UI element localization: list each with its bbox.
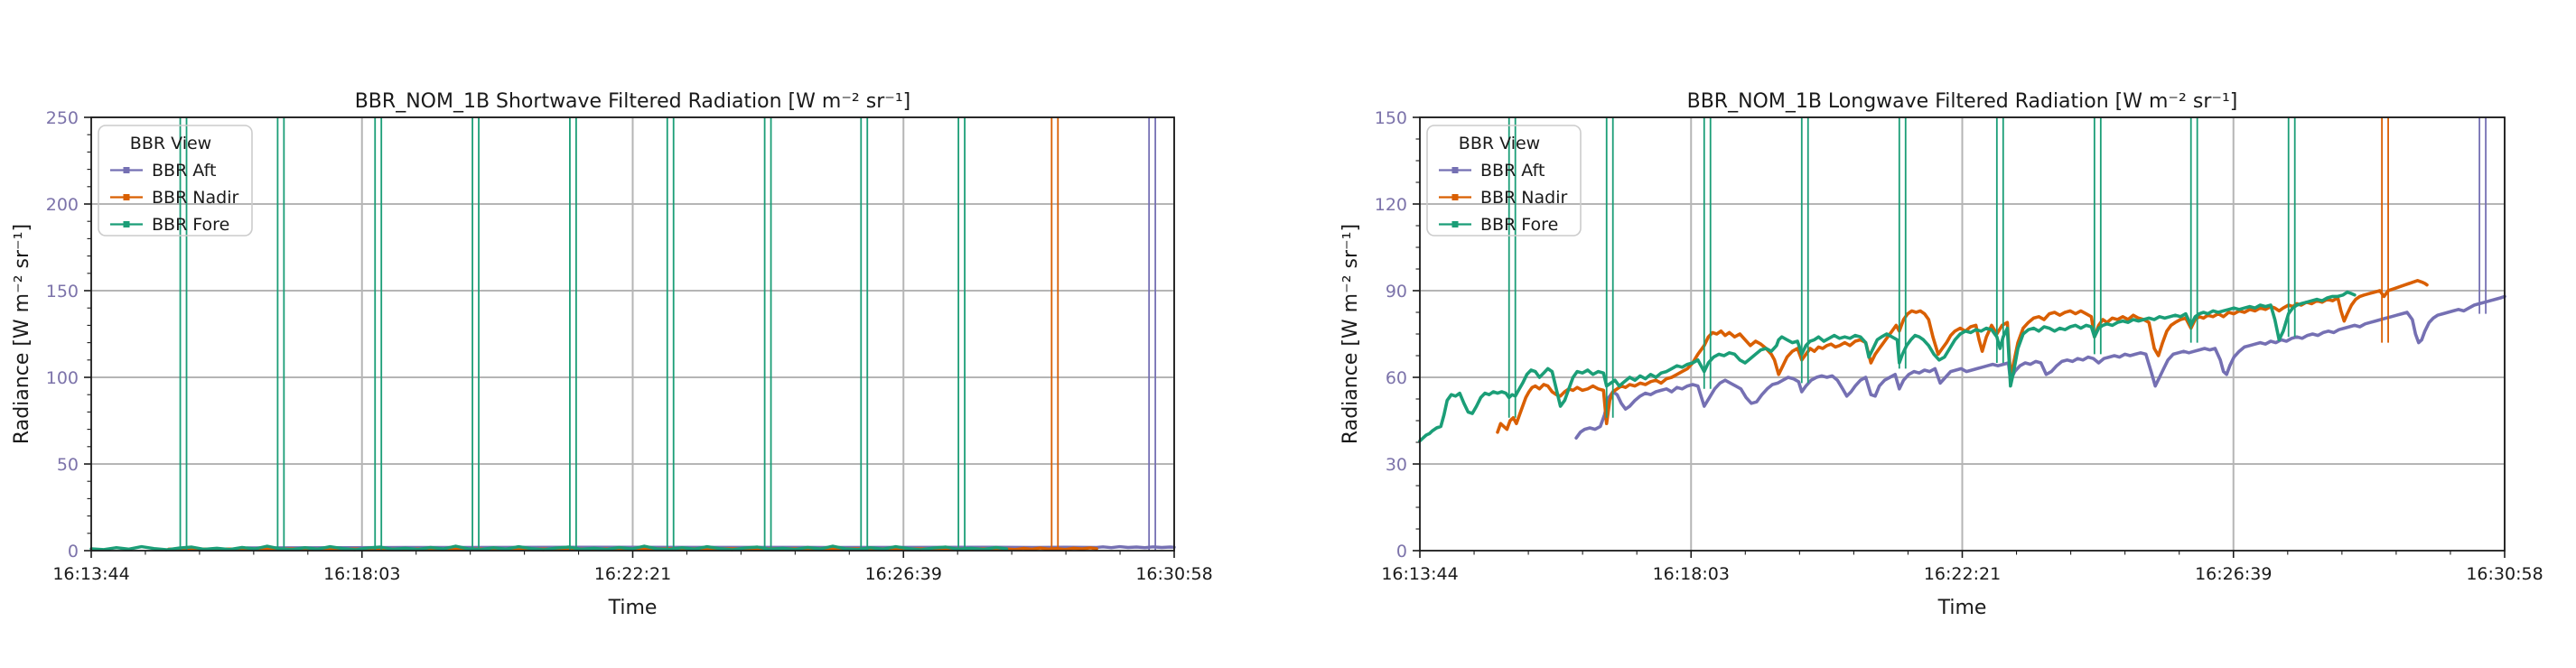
x-tick-label: 16:22:21: [1924, 564, 2001, 584]
legend-item-label-bbr-nadir: BBR Nadir: [152, 188, 239, 208]
x-tick-label: 16:30:58: [2466, 564, 2543, 584]
legend-marker: [1451, 221, 1459, 227]
x-axis-label: Time: [608, 597, 658, 619]
chart-title: BBR_NOM_1B Longwave Filtered Radiation […: [1687, 90, 2238, 113]
y-tick-label: 0: [68, 542, 79, 561]
right-chart-longwave: 0 30 60 90 120 150 16:13:44 16:18:03 16:22:21 16:…: [1339, 90, 2543, 619]
x-tick-label: 16:30:58: [1135, 564, 1212, 584]
y-tick-label: 150: [1375, 108, 1407, 128]
legend-item-label-bbr-nadir: BBR Nadir: [1480, 188, 1568, 208]
legend-marker: [123, 167, 130, 173]
y-tick-label: 250: [46, 108, 79, 128]
y-tick-label: 200: [46, 195, 79, 215]
series-bbr-fore: [1418, 290, 2357, 443]
axis-ticks: 0 50 100 150 200 250 16:13:44 16:18:03 16:22:21 1…: [46, 108, 1213, 584]
series-bbr-aft: [1574, 294, 2506, 441]
axis-ticks: 0 30 60 90 120 150 16:13:44 16:18:03 16:22:21 16:…: [1375, 108, 2543, 584]
legend-marker: [123, 221, 130, 227]
x-tick-label: 16:26:39: [2195, 564, 2272, 584]
y-tick-label: 90: [1386, 282, 1407, 302]
legend-box: [98, 125, 253, 237]
y-tick-label: 150: [46, 282, 79, 302]
y-tick-label: 30: [1386, 455, 1407, 475]
left-chart-shortwave: 0 50 100 150 200 250 16:13:44 16:18:03 16:22:21 1…: [11, 90, 1213, 619]
x-tick-label: 16:13:44: [1381, 564, 1458, 584]
legend: BBR View BBR Aft BBR Nadir BBR Fore: [1426, 125, 1582, 237]
legend: BBR View BBR Aft BBR Nadir BBR Fore: [98, 125, 253, 237]
y-tick-label: 0: [1396, 542, 1407, 561]
y-axis-label: Radiance [W m⁻² sr⁻¹]: [11, 224, 33, 444]
chart-title: BBR_NOM_1B Shortwave Filtered Radiation …: [355, 90, 911, 113]
y-axis-label: Radiance [W m⁻² sr⁻¹]: [1339, 224, 1362, 444]
x-tick-label: 16:18:03: [1653, 564, 1730, 584]
legend-marker: [123, 194, 130, 200]
x-axis-label: Time: [1937, 597, 1987, 619]
series-bbr-nadir: [1496, 278, 2429, 434]
y-tick-label: 50: [57, 455, 79, 475]
series-bbr-fore: [89, 544, 1009, 552]
legend-item-label-bbr-fore: BBR Fore: [1480, 215, 1558, 235]
legend-marker: [1451, 194, 1459, 200]
legend-item-label-bbr-fore: BBR Fore: [152, 215, 229, 235]
legend-item-label-bbr-aft: BBR Aft: [1480, 161, 1545, 181]
x-tick-label: 16:13:44: [52, 564, 129, 584]
y-tick-label: 100: [46, 368, 79, 388]
gridlines: [91, 116, 1175, 551]
legend-item-label-bbr-aft: BBR Aft: [152, 161, 216, 181]
legend-marker: [1451, 167, 1459, 173]
x-tick-label: 16:22:21: [594, 564, 671, 584]
y-tick-label: 60: [1386, 368, 1407, 388]
series-bbr-nadir: [167, 546, 1098, 552]
x-tick-label: 16:26:39: [865, 564, 942, 584]
y-tick-label: 120: [1375, 195, 1407, 215]
legend-title: BBR View: [1459, 134, 1540, 153]
legend-box: [1426, 125, 1582, 237]
x-tick-label: 16:18:03: [323, 564, 400, 584]
legend-title: BBR View: [130, 134, 211, 153]
